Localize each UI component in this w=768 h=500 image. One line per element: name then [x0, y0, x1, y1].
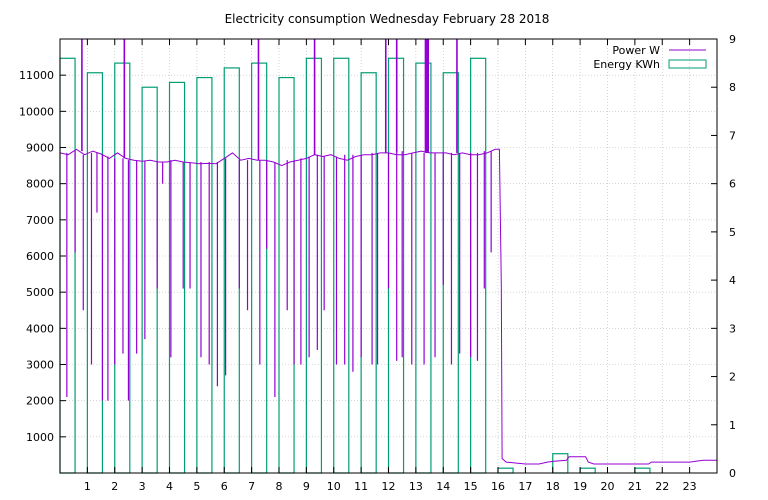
y-left-tick-label: 8000: [26, 178, 54, 191]
energy-bar: [442, 72, 459, 474]
x-tick-label: 11: [354, 480, 368, 493]
left-axis: 1000 2000 3000 4000 5000 6000 7000 8000 9000 1000…: [19, 69, 66, 444]
x-tick-label: 2: [111, 480, 118, 493]
x-tick-label: 14: [436, 480, 450, 493]
y-right-tick-label: 2: [729, 371, 736, 384]
legend-swatch-energy: [668, 59, 707, 69]
energy-bar: [360, 72, 377, 474]
x-tick-label: 9: [303, 480, 310, 493]
energy-bar: [497, 467, 514, 474]
energy-bar: [552, 453, 569, 474]
y-right-tick-label: 6: [729, 178, 736, 191]
y-left-tick-label: 1000: [26, 431, 54, 444]
y-right-tick-label: 3: [729, 322, 736, 335]
y-left-tick-label: 9000: [26, 142, 54, 155]
y-left-tick-label: 4000: [26, 322, 54, 335]
legend-label-energy: Energy KWh: [593, 58, 660, 71]
x-tick-label: 8: [276, 480, 283, 493]
y-left-tick-label: 5000: [26, 286, 54, 299]
power-line-layer: [59, 39, 717, 465]
x-tick-label: 10: [327, 480, 341, 493]
y-left-tick-label: 10000: [19, 105, 54, 118]
x-tick-label: 23: [683, 480, 697, 493]
energy-bar: [470, 57, 487, 474]
x-tick-label: 19: [573, 480, 587, 493]
x-tick-label: 20: [601, 480, 615, 493]
y-left-tick-label: 3000: [26, 359, 54, 372]
power-line: [59, 148, 717, 465]
chart-title: Electricity consumption Wednesday Februa…: [225, 12, 550, 26]
x-tick-label: 5: [193, 480, 200, 493]
y-left-tick-label: 7000: [26, 214, 54, 227]
energy-bar: [168, 81, 186, 474]
x-tick-label: 15: [464, 480, 478, 493]
x-tick-label: 7: [248, 480, 255, 493]
x-tick-label: 17: [518, 480, 532, 493]
y-right-tick-label: 5: [729, 226, 736, 239]
x-tick-label: 3: [139, 480, 146, 493]
right-axis: 0 1 2 3 4 5 6 7 8 9: [711, 33, 736, 480]
x-tick-label: 1: [84, 480, 91, 493]
x-tick-label: 4: [166, 480, 173, 493]
y-right-tick-label: 8: [729, 81, 736, 94]
x-tick-label: 16: [491, 480, 505, 493]
y-right-tick-label: 9: [729, 33, 736, 46]
x-tick-label: 21: [628, 480, 642, 493]
x-tick-label: 18: [546, 480, 560, 493]
y-left-tick-label: 11000: [19, 69, 54, 82]
y-left-tick-label: 2000: [26, 395, 54, 408]
energy-bar: [59, 57, 76, 474]
x-tick-label: 22: [655, 480, 669, 493]
x-tick-label: 6: [221, 480, 228, 493]
energy-bar: [579, 467, 596, 474]
x-tick-label: 12: [382, 480, 396, 493]
y-right-tick-label: 4: [729, 274, 736, 287]
x-axis: 1 2 3 4 5 6 7 8 9 10 11 12 13 14 15 16 17 18 19 20 21 22 23: [84, 39, 697, 493]
y-right-tick-label: 0: [729, 467, 736, 480]
y-right-tick-label: 1: [729, 419, 736, 432]
x-tick-label: 13: [409, 480, 423, 493]
legend-label-power: Power W: [612, 44, 660, 57]
energy-bar: [278, 76, 295, 474]
legend: Power W Energy KWh: [593, 44, 707, 71]
energy-bars: [59, 57, 651, 474]
energy-bar: [223, 67, 240, 474]
y-left-tick-label: 6000: [26, 250, 54, 263]
energy-bar: [86, 72, 104, 474]
energy-bar: [634, 467, 651, 474]
energy-bar: [114, 62, 131, 474]
y-right-tick-label: 7: [729, 129, 736, 142]
